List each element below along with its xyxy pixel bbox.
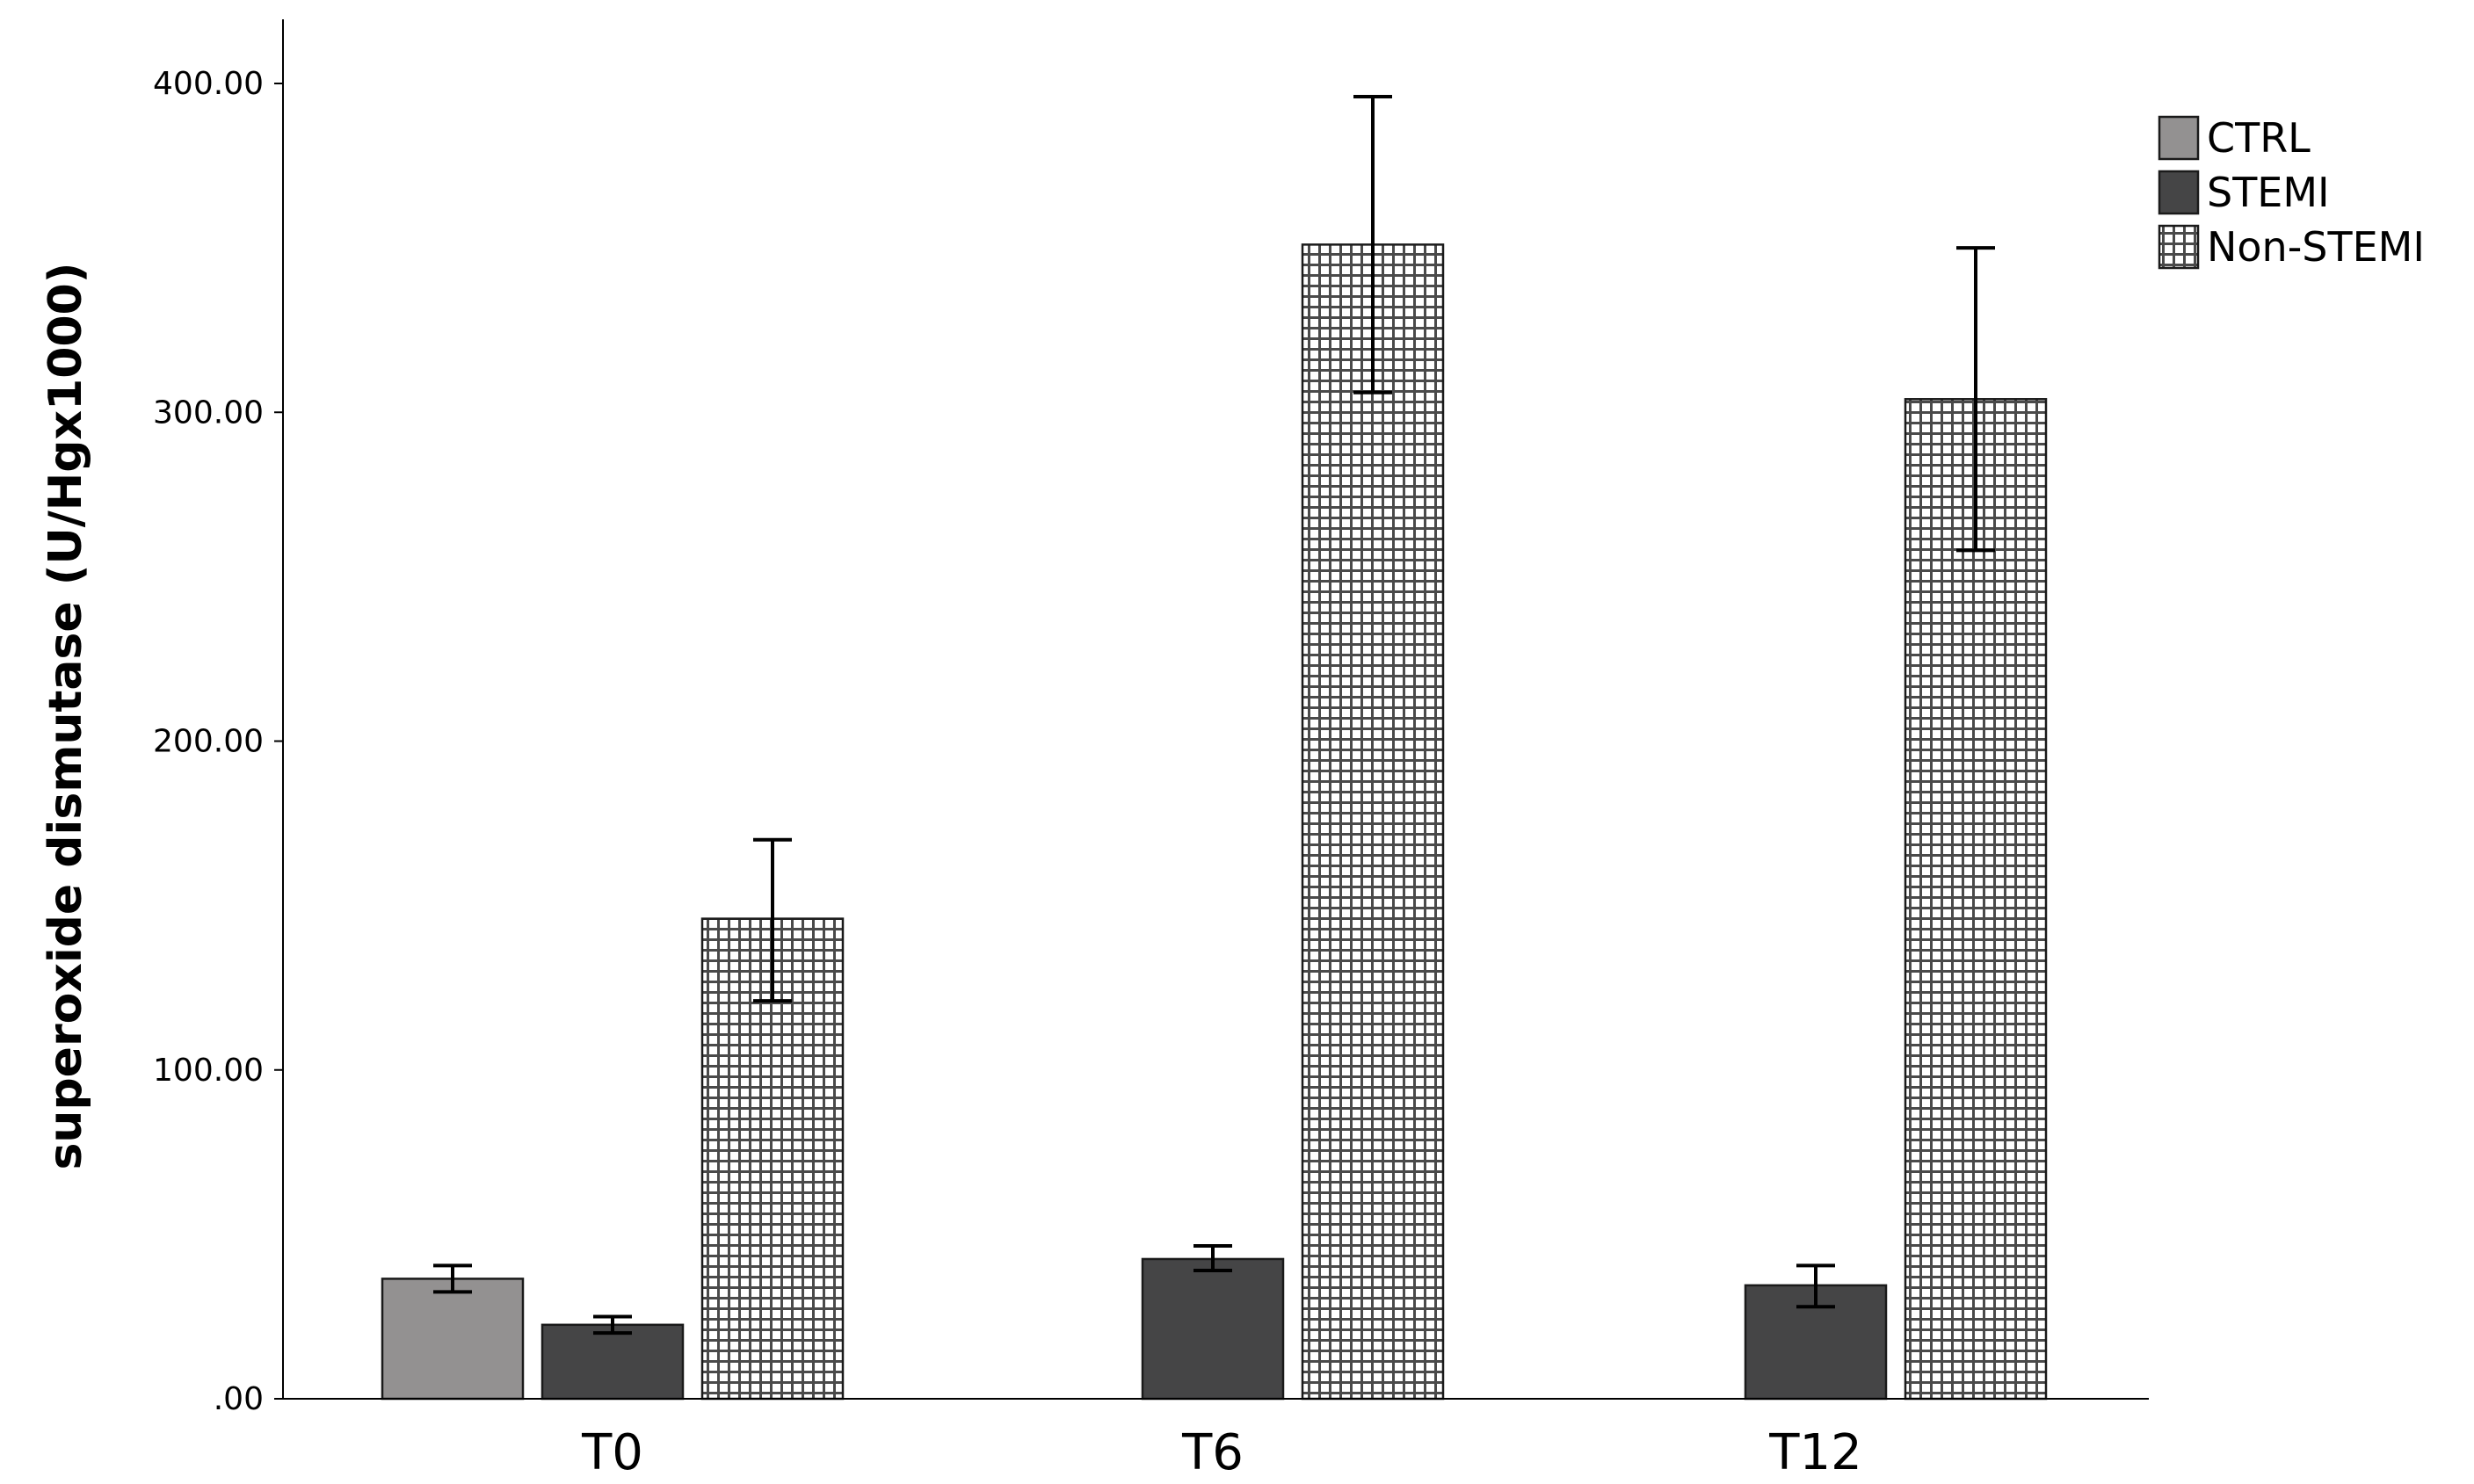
error-bar bbox=[1193, 1243, 1232, 1273]
bars-layer bbox=[381, 243, 2048, 1401]
y-tick-label: 200.00 bbox=[153, 724, 264, 760]
bar-stemi-t6 bbox=[1141, 1257, 1285, 1401]
error-bar bbox=[1796, 1263, 1835, 1309]
axes-layer bbox=[282, 19, 2149, 1400]
x-tick-label: T12 bbox=[1768, 1424, 1861, 1481]
bar-non-stemi-t6 bbox=[1301, 243, 1445, 1401]
error-bar bbox=[433, 1263, 472, 1294]
legend-label: CTRL bbox=[2207, 114, 2311, 162]
x-tick-label: T0 bbox=[581, 1424, 643, 1481]
bar-stemi-t0 bbox=[541, 1323, 685, 1401]
y-tick-label: .00 bbox=[214, 1381, 264, 1417]
legend-label: STEMI bbox=[2207, 169, 2330, 216]
y-tick-label: 300.00 bbox=[153, 395, 264, 431]
error-bar bbox=[753, 837, 792, 1003]
y-tick-label: 100.00 bbox=[153, 1053, 264, 1089]
legend-swatch bbox=[2158, 170, 2200, 215]
y-axis-title: superoxide dismutase (U/Hgx1000) bbox=[40, 262, 92, 1169]
bar-ctrl-t0 bbox=[381, 1278, 525, 1401]
x-tick-labels-layer: T0 T6 T12 bbox=[581, 1424, 1862, 1481]
x-tick-label: T6 bbox=[1181, 1424, 1244, 1481]
legend: CTRL STEMI Non-STEMI bbox=[2158, 114, 2425, 271]
legend-swatch bbox=[2158, 224, 2200, 270]
error-bar bbox=[593, 1314, 632, 1336]
y-ticks-layer: .00 100.00 200.00 300.00 400.00 bbox=[153, 66, 283, 1417]
error-bar bbox=[1956, 246, 1995, 553]
error-bars-layer bbox=[433, 94, 1995, 1336]
legend-swatch bbox=[2158, 115, 2200, 161]
legend-label: Non-STEMI bbox=[2207, 223, 2425, 271]
y-tick-label: 400.00 bbox=[153, 66, 264, 102]
error-bar bbox=[1353, 94, 1392, 395]
